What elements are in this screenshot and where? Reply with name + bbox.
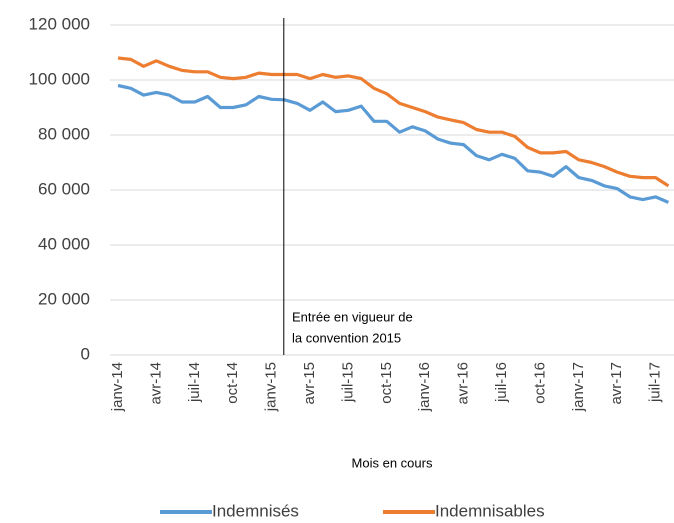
x-tick-label: janv-16	[416, 362, 433, 412]
x-tick-label: avr-15	[301, 362, 318, 405]
legend-label: Indemnisables	[435, 501, 545, 520]
x-tick-label: oct-15	[378, 362, 395, 404]
y-tick-label: 80 000	[38, 124, 90, 143]
y-tick-label: 40 000	[38, 234, 90, 253]
x-tick-label: janv-17	[570, 362, 587, 412]
x-tick-label: juil-17	[647, 362, 664, 403]
y-tick-label: 60 000	[38, 179, 90, 198]
annotation: Entrée en vigueur de	[292, 309, 413, 324]
line-series	[117, 83, 670, 204]
x-tick-label: avr-16	[455, 362, 472, 405]
x-tick-label: juil-15	[339, 362, 356, 403]
x-tick-label: juil-16	[493, 362, 510, 403]
x-tick-label: janv-15	[263, 362, 280, 412]
x-tick-label: juil-14	[186, 362, 203, 403]
y-tick-label: 20 000	[38, 289, 90, 308]
x-tick-label: oct-16	[531, 362, 548, 404]
x-tick-label: avr-14	[147, 362, 164, 405]
legend-label: Indemnisés	[212, 501, 299, 520]
line-series	[117, 56, 670, 188]
x-tick-label: janv-14	[109, 362, 126, 412]
y-tick-label: 100 000	[29, 69, 90, 88]
y-tick-label: 0	[81, 344, 90, 363]
x-tick-label: avr-17	[608, 362, 625, 405]
y-tick-label: 120 000	[29, 14, 90, 33]
x-axis-label: Mois en cours	[352, 455, 433, 470]
x-tick-label: oct-14	[224, 362, 241, 404]
annotation: la convention 2015	[292, 330, 401, 345]
